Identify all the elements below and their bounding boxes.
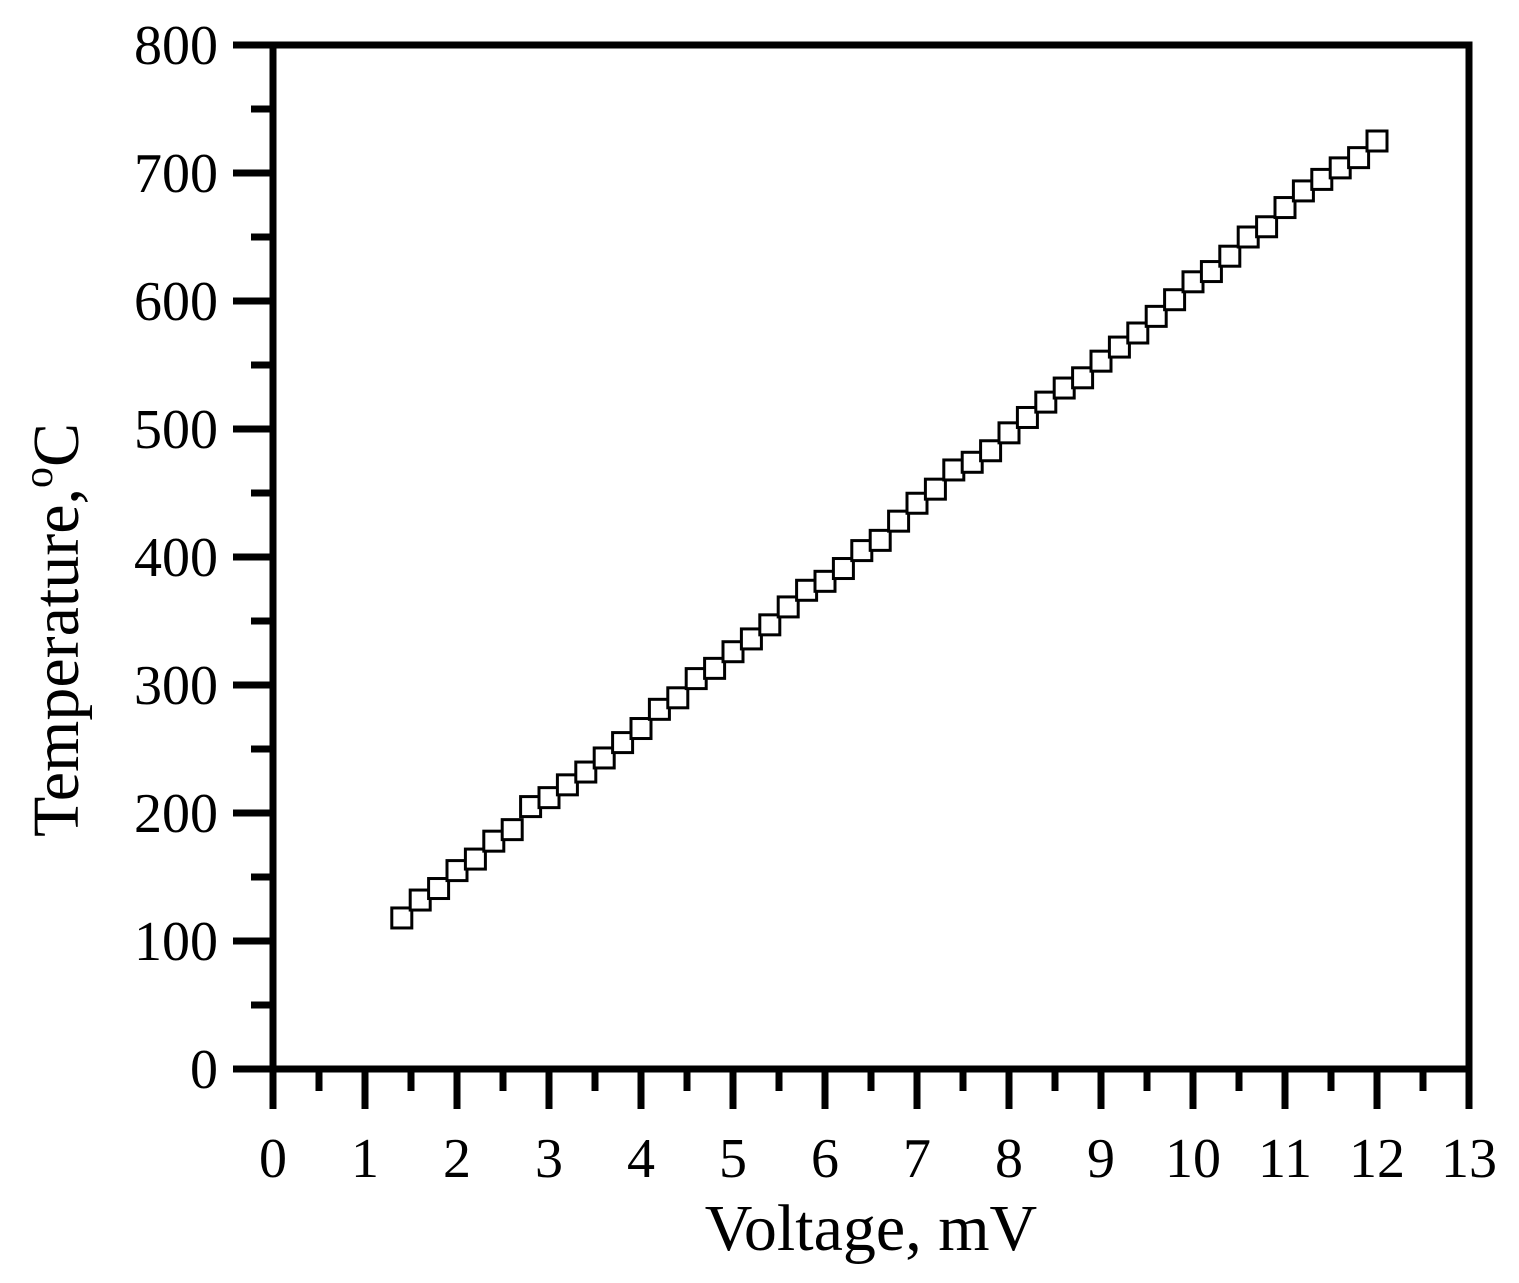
data-point (390, 906, 414, 930)
data-point (758, 613, 782, 637)
y-tick-label: 600 (134, 271, 218, 333)
data-point (905, 491, 929, 515)
data-point (739, 627, 763, 651)
y-tick-label: 200 (134, 783, 218, 845)
data-point (1034, 390, 1058, 414)
svg-text:Temperature,oC: Temperature,oC (16, 423, 93, 837)
y-axis-title: Temperature,oC (16, 423, 93, 837)
x-tick-label: 6 (811, 1128, 839, 1190)
x-tick-label: 10 (1165, 1128, 1221, 1190)
data-point (666, 686, 690, 710)
data-point (868, 528, 892, 552)
data-point (611, 731, 635, 755)
data-point (887, 509, 911, 533)
y-tick-label: 500 (134, 399, 218, 461)
data-point (1291, 179, 1315, 203)
plot-frame (269, 41, 1473, 1073)
data-point (445, 859, 469, 883)
data-point (1199, 260, 1223, 284)
data-point (647, 697, 671, 721)
x-tick-label: 11 (1258, 1128, 1312, 1190)
x-tick-label: 2 (443, 1128, 471, 1190)
y-tick-label: 700 (134, 143, 218, 205)
data-point (960, 450, 984, 474)
data-point (997, 421, 1021, 445)
data-point (721, 640, 745, 664)
data-point (1273, 196, 1297, 220)
y-tick-label: 300 (134, 655, 218, 717)
x-axis-title: Voltage, mV (705, 1192, 1037, 1265)
data-point (1126, 321, 1150, 345)
data-point (482, 829, 506, 853)
data-point (923, 477, 947, 501)
data-point (1089, 349, 1113, 373)
y-tick-label: 0 (190, 1039, 218, 1101)
x-tick-label: 3 (535, 1128, 563, 1190)
data-point (1347, 146, 1371, 170)
data-point (574, 760, 598, 784)
data-point (463, 847, 487, 871)
x-tick-label: 4 (627, 1128, 655, 1190)
data-point (427, 877, 451, 901)
data-point (831, 557, 855, 581)
x-tick-label: 12 (1349, 1128, 1405, 1190)
y-tick-label: 400 (134, 527, 218, 589)
y-axis-degree-symbol: o (16, 467, 62, 488)
data-point (629, 717, 653, 741)
x-tick-label: 9 (1087, 1128, 1115, 1190)
data-point (1144, 304, 1168, 328)
data-point (813, 569, 837, 593)
data-point (537, 786, 561, 810)
data-point (592, 746, 616, 770)
x-tick-label: 0 (259, 1128, 287, 1190)
y-tick-label: 100 (134, 911, 218, 973)
data-point (500, 818, 524, 842)
data-point (703, 656, 727, 680)
data-point (776, 595, 800, 619)
data-point (1071, 366, 1095, 390)
x-tick-label: 7 (903, 1128, 931, 1190)
data-point (979, 439, 1003, 463)
x-tick-label: 8 (995, 1128, 1023, 1190)
data-point (1218, 244, 1242, 268)
data-point (1107, 335, 1131, 359)
data-point (555, 773, 579, 797)
y-axis-title-text: Temperature, (20, 488, 93, 837)
data-point (1310, 167, 1334, 191)
data-point (1163, 288, 1187, 312)
data-point (1365, 129, 1389, 153)
data-point (1015, 405, 1039, 429)
y-axis-unit: C (20, 423, 93, 467)
data-point (408, 888, 432, 912)
y-tick-label: 800 (134, 15, 218, 77)
x-tick-label: 5 (719, 1128, 747, 1190)
data-point (1255, 215, 1279, 239)
x-tick-label: 1 (351, 1128, 379, 1190)
x-tick-label: 13 (1441, 1128, 1497, 1190)
